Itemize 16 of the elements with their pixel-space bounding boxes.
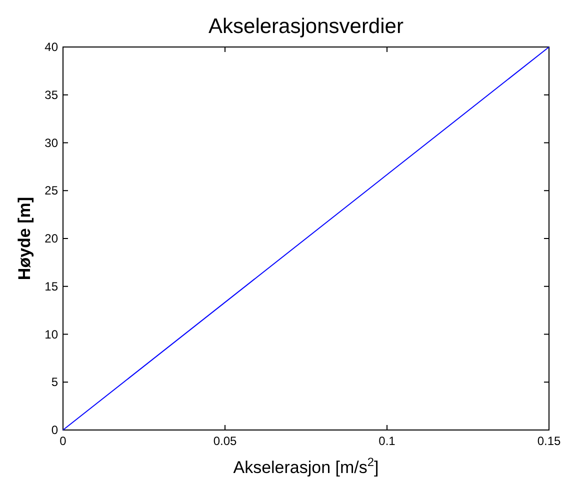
x-tick-label: 0.15	[537, 434, 561, 448]
y-tick-label: 10	[44, 327, 58, 342]
chart-title: Akselerasjonsverdier	[208, 15, 404, 38]
x-tick-label: 0.05	[213, 434, 237, 448]
y-tick-label: 40	[44, 40, 58, 54]
y-tick-label: 15	[44, 279, 58, 294]
y-tick-label: 5	[51, 375, 58, 390]
x-axis-title: Akselerasjon [m/s$^{2}$]	[233, 455, 379, 477]
y-tick-label: 35	[44, 88, 58, 102]
y-tick-label: 20	[44, 232, 58, 246]
y-tick-label: 25	[44, 184, 58, 198]
y-tick-label: 0	[51, 423, 58, 437]
x-tick-label: 0	[60, 434, 67, 448]
y-tick-label: 30	[44, 136, 58, 150]
y-axis-title: Høyde [m]	[15, 196, 34, 280]
x-tick-label: 0.1	[378, 434, 396, 448]
